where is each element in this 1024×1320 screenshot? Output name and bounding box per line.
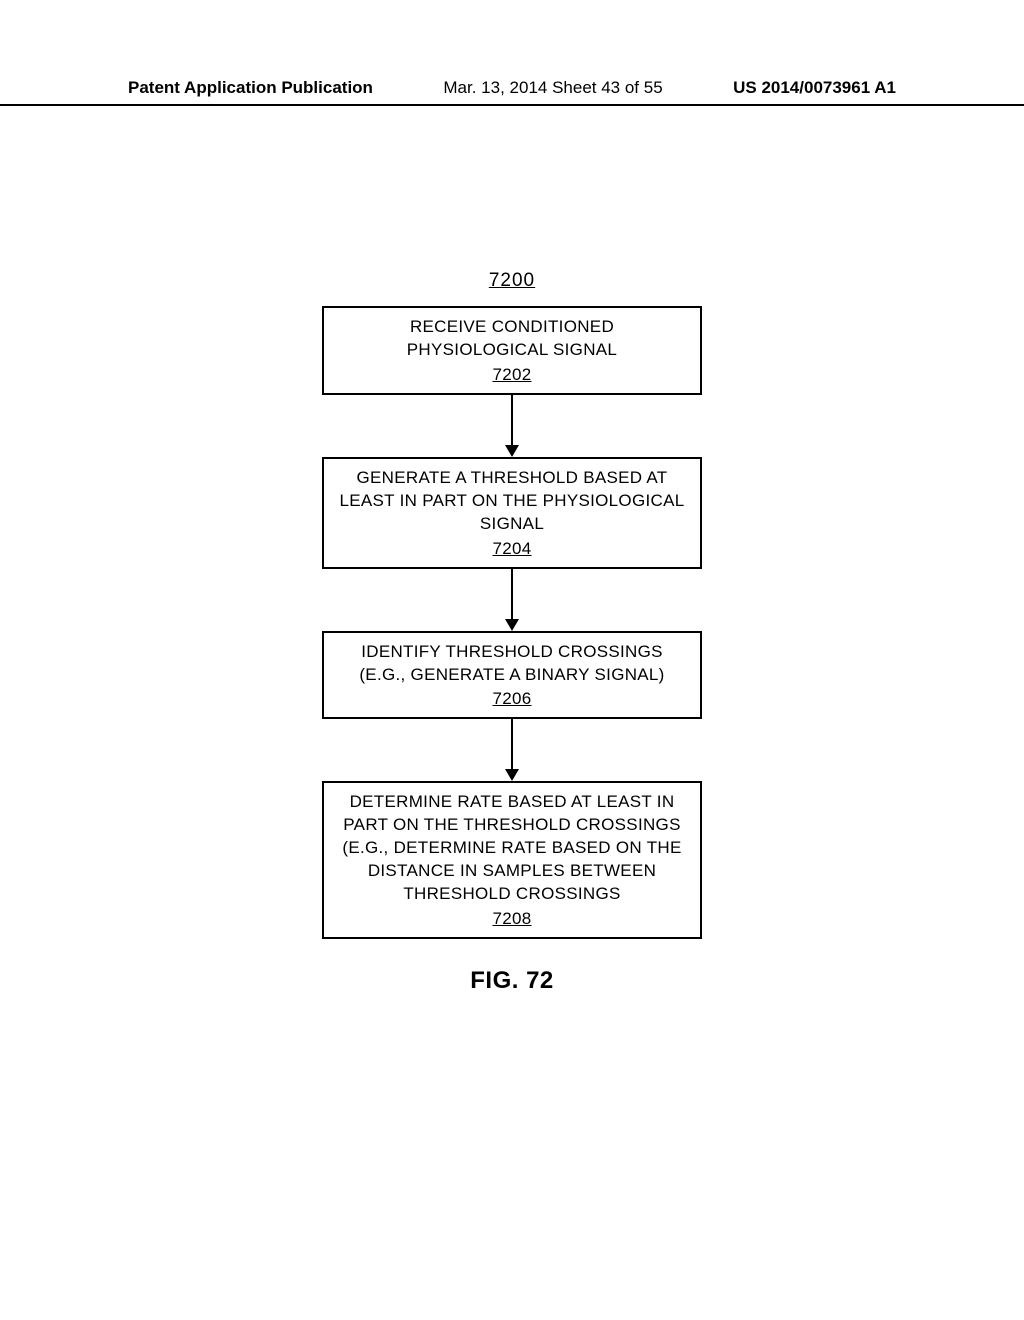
header-publication-number: US 2014/0073961 A1 [733,78,896,98]
flow-step-text: DETERMINE RATE BASED AT LEAST IN PART ON… [338,791,686,906]
flow-step-text: GENERATE A THRESHOLD BASED AT LEAST IN P… [338,467,686,536]
flow-step-ref: 7208 [492,908,531,931]
arrow-head-icon [505,619,519,631]
flow-step-ref: 7206 [492,688,531,711]
header-publication-type: Patent Application Publication [128,78,373,98]
flow-step-ref: 7204 [492,538,531,561]
flow-arrow [505,719,519,781]
flow-step-text: RECEIVE CONDITIONED PHYSIOLOGICAL SIGNAL [338,316,686,362]
arrow-shaft [511,395,514,445]
arrow-head-icon [505,769,519,781]
page: Patent Application Publication Mar. 13, … [0,0,1024,1320]
flow-step-receive-signal: RECEIVE CONDITIONED PHYSIOLOGICAL SIGNAL… [322,306,702,395]
flow-step-text: IDENTIFY THRESHOLD CROSSINGS (E.G., GENE… [338,641,686,687]
flow-step-generate-threshold: GENERATE A THRESHOLD BASED AT LEAST IN P… [322,457,702,569]
header-date-sheet: Mar. 13, 2014 Sheet 43 of 55 [443,78,662,98]
flow-arrow [505,569,519,631]
arrow-head-icon [505,445,519,457]
arrow-shaft [511,719,514,769]
page-header: Patent Application Publication Mar. 13, … [0,78,1024,106]
flow-step-identify-crossings: IDENTIFY THRESHOLD CROSSINGS (E.G., GENE… [322,631,702,720]
flow-step-determine-rate: DETERMINE RATE BASED AT LEAST IN PART ON… [322,781,702,939]
arrow-shaft [511,569,514,619]
flow-step-ref: 7202 [492,364,531,387]
flow-arrow [505,395,519,457]
figure-caption: FIG. 72 [470,967,554,995]
figure-reference-number: 7200 [489,270,535,292]
flowchart-figure: 7200 RECEIVE CONDITIONED PHYSIOLOGICAL S… [0,270,1024,995]
